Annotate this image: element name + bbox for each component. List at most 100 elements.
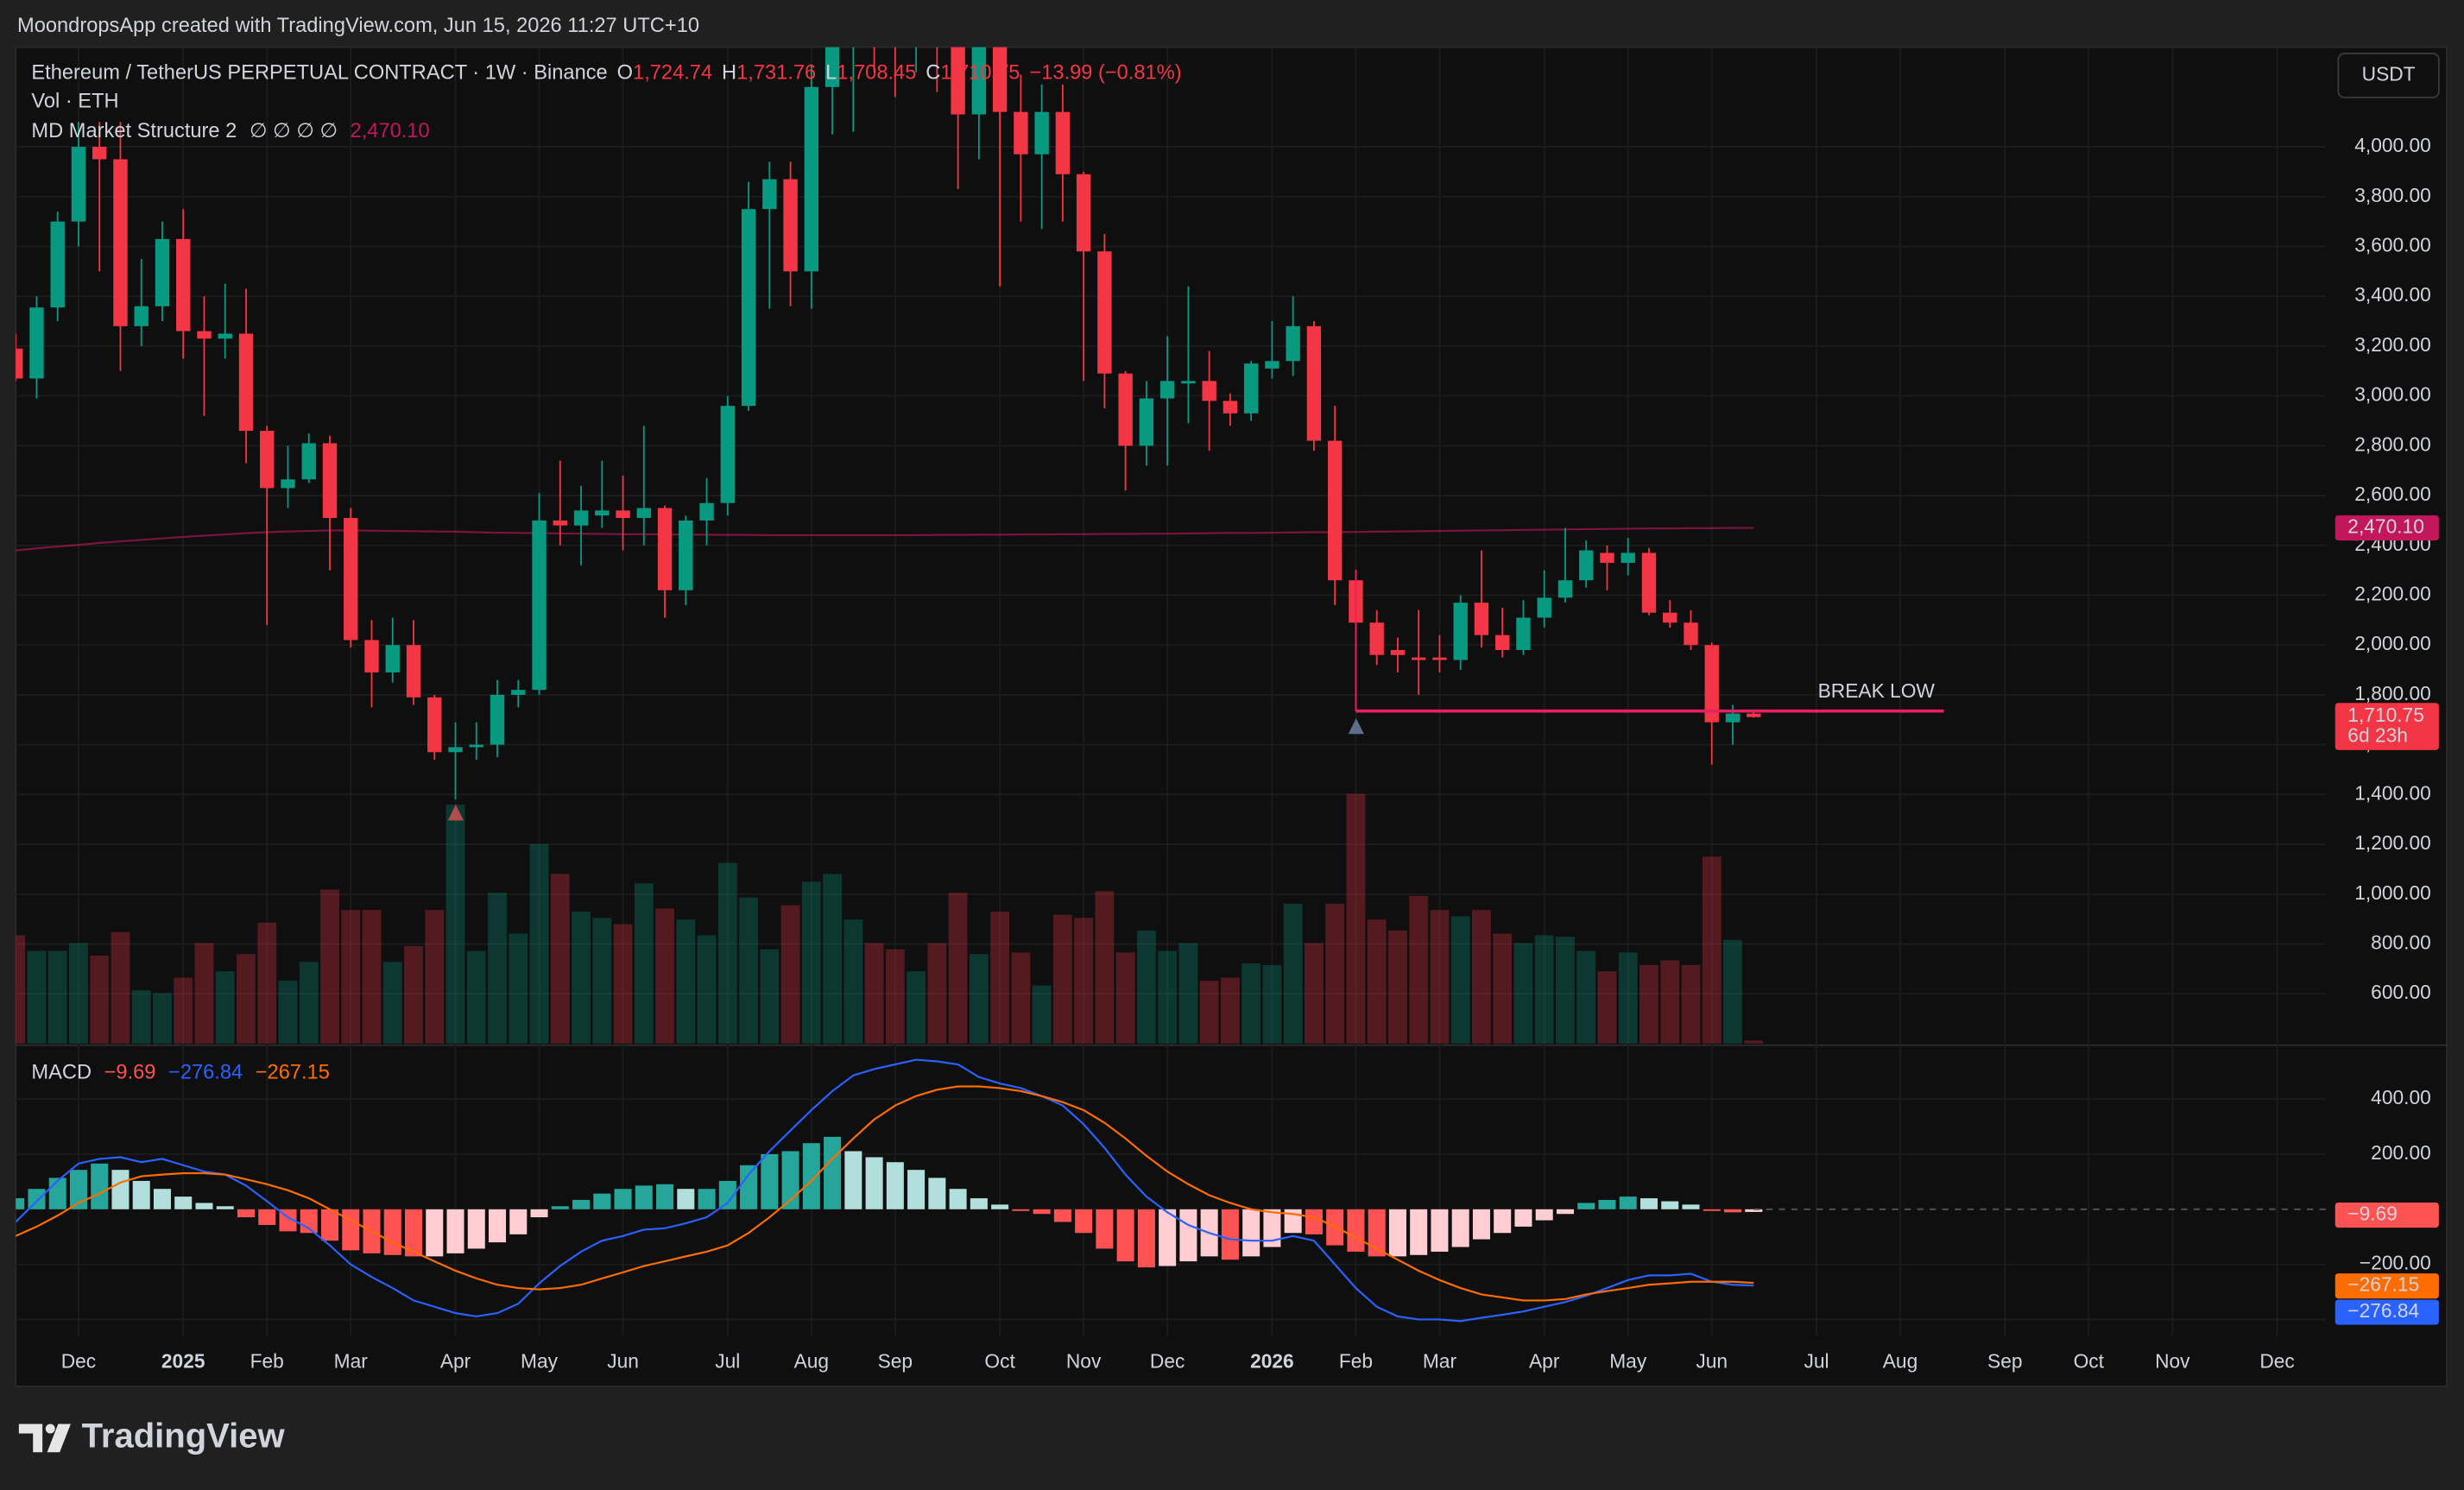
volume-bar	[739, 897, 758, 1044]
candle-body	[824, 47, 840, 87]
volume-bar	[47, 950, 67, 1044]
ohlc-key: O	[617, 62, 633, 85]
badge-label: −276.84	[2347, 1299, 2419, 1322]
volume-bar	[1472, 910, 1491, 1044]
candle-body	[1076, 174, 1091, 252]
candle-body	[573, 510, 589, 526]
candle-body	[71, 147, 86, 222]
ohlc-value: 1,710.75	[940, 62, 1020, 85]
candle-body	[1411, 657, 1426, 660]
candle-body	[636, 508, 651, 519]
macd-hist-bar	[216, 1206, 234, 1209]
candle-body	[1579, 550, 1594, 581]
candle-body	[16, 348, 23, 379]
candle-body	[511, 690, 526, 695]
candle-body	[281, 479, 295, 489]
macd-hist-bar	[1221, 1209, 1239, 1260]
macd-hist-bar	[1053, 1209, 1071, 1222]
candle-body	[427, 697, 442, 753]
macd-hist-bar	[1033, 1209, 1051, 1215]
change: −13.99 (−0.81%)	[1029, 62, 1181, 85]
candle-body	[720, 406, 736, 503]
candle-body	[1704, 645, 1719, 723]
candle-body	[322, 443, 338, 519]
x-tick-label: Feb	[1339, 1350, 1373, 1373]
y-tick-label: 1,000.00	[2354, 881, 2431, 904]
macd-hist-bar	[1535, 1209, 1553, 1221]
volume-bar	[1367, 919, 1387, 1044]
macd-hist-bar	[824, 1136, 842, 1209]
candle-body	[1118, 373, 1133, 446]
currency[interactable]: USDT	[2362, 62, 2416, 85]
attribution: MoondropsApp created with TradingView.co…	[17, 15, 699, 37]
macd-hist-bar	[1494, 1209, 1512, 1234]
volume-bar	[90, 955, 110, 1044]
macd-hist-bar	[1619, 1196, 1637, 1209]
volume-bar	[215, 971, 235, 1044]
y-tick-label: 200.00	[2371, 1141, 2431, 1164]
price-badge	[2334, 1273, 2439, 1299]
macd-hist-bar	[551, 1206, 569, 1209]
volume-bar	[613, 924, 633, 1044]
macd-hist-bar	[1116, 1209, 1134, 1262]
candle-body	[113, 159, 128, 326]
volume-bar	[760, 949, 780, 1044]
y-tick-label: 1,800.00	[2354, 682, 2431, 704]
volume-bar	[550, 874, 570, 1044]
volume-bar	[488, 893, 507, 1044]
price-badge	[2334, 703, 2439, 750]
x-tick-label: Dec	[2259, 1350, 2294, 1373]
candle-body	[238, 333, 254, 432]
candle-body	[1432, 657, 1447, 660]
volume-bar	[278, 981, 298, 1044]
logo-part	[47, 1424, 71, 1453]
ohlc-value: 1,731.76	[736, 62, 816, 85]
logo-part	[18, 1424, 43, 1453]
volume-bar	[1346, 793, 1366, 1044]
candle-body	[469, 744, 483, 748]
volume-bar	[823, 874, 843, 1044]
x-tick-label: Dec	[61, 1350, 96, 1373]
candle-body	[1265, 361, 1279, 369]
candle-body	[1453, 603, 1468, 660]
volume-bar	[572, 911, 591, 1044]
macd-hist-bar	[91, 1163, 109, 1209]
macd-hist-bar	[174, 1196, 193, 1209]
candle-body	[1725, 713, 1741, 723]
candle-body	[197, 331, 212, 339]
candle-body	[1306, 325, 1322, 441]
y-tick-label: 400.00	[2371, 1086, 2431, 1108]
candle-body	[301, 443, 316, 480]
volume-bar	[1325, 903, 1345, 1044]
macd-hist-bar	[1388, 1209, 1406, 1257]
candle-body	[1641, 552, 1657, 613]
macd-hist-bar	[446, 1209, 464, 1253]
macd-hist-bar	[1242, 1209, 1260, 1257]
volume-bar	[1011, 952, 1031, 1044]
y-tick-label: 3,600.00	[2354, 233, 2431, 256]
macd-hist-bar	[656, 1184, 674, 1209]
volume-bar	[69, 943, 88, 1044]
x-tick-label: Nov	[2155, 1350, 2190, 1373]
currency-button[interactable]	[2337, 52, 2440, 98]
candle-body	[741, 209, 756, 407]
candle-body	[92, 147, 107, 160]
macd-hist-bar	[802, 1143, 820, 1209]
volume-bar	[425, 910, 445, 1044]
macd-hist-value: −9.69	[104, 1062, 156, 1084]
volume-bar	[1241, 963, 1261, 1044]
macd-hist-bar	[1305, 1209, 1323, 1234]
x-tick-label: Dec	[1150, 1350, 1185, 1373]
macd-value: −276.84	[168, 1062, 243, 1084]
x-tick-label: Aug	[794, 1350, 829, 1373]
candle-body	[1369, 622, 1384, 655]
macd-hist-bar	[677, 1189, 695, 1209]
macd-hist-bar	[489, 1209, 507, 1243]
candle-body	[1014, 111, 1028, 155]
volume-bar	[257, 922, 277, 1044]
candle-body	[699, 502, 714, 521]
x-tick-label: Jul	[1804, 1350, 1829, 1373]
macd-hist-bar	[258, 1209, 276, 1225]
ohlc-key: C	[926, 62, 940, 85]
macd-hist-bar	[572, 1199, 591, 1209]
